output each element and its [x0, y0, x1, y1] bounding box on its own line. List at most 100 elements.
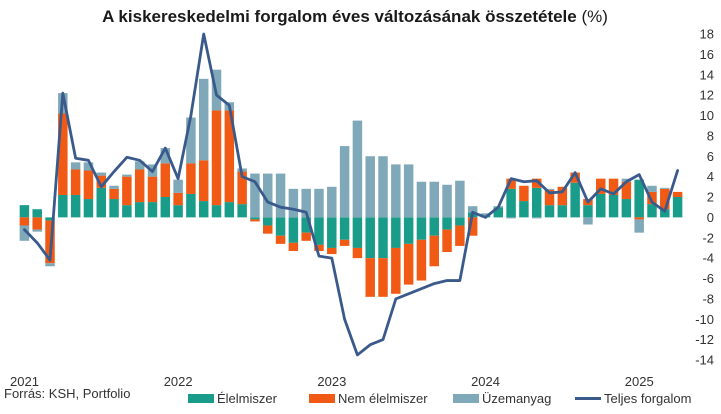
- bar-elelmiszer: [275, 217, 286, 236]
- bar-nem-elelmiszer: [403, 243, 414, 285]
- bar-elelmiszer: [455, 217, 465, 226]
- bar-nem-elelmiszer: [608, 178, 619, 195]
- y-tick-label: 0: [707, 210, 714, 225]
- bar-uzemanyag: [429, 181, 439, 218]
- bar-nem-elelmiszer: [109, 188, 119, 200]
- bar-nem-elelmiszer: [45, 220, 55, 264]
- bar-elelmiszer: [19, 205, 30, 218]
- y-tick-label: -2: [702, 230, 714, 245]
- bar-uzemanyag: [250, 173, 260, 218]
- bar-elelmiszer: [583, 205, 593, 218]
- bar-uzemanyag: [391, 164, 401, 218]
- bar-nem-elelmiszer: [672, 191, 683, 197]
- bar-nem-elelmiszer: [660, 188, 670, 210]
- bar-elelmiszer: [403, 217, 414, 244]
- bar-nem-elelmiszer: [122, 176, 132, 206]
- bar-uzemanyag: [327, 186, 337, 218]
- bar-nem-elelmiszer: [96, 175, 106, 188]
- bar-elelmiszer: [339, 217, 350, 240]
- bar-elelmiszer: [58, 194, 68, 218]
- y-tick-label: 12: [700, 88, 714, 103]
- x-tick-label: 2025: [625, 374, 654, 389]
- bar-nem-elelmiszer: [596, 178, 606, 194]
- line-teljes-forgalom: [23, 32, 679, 357]
- bar-nem-elelmiszer: [352, 247, 363, 259]
- source-label: Forrás: KSH, Portfolio: [4, 386, 130, 401]
- bar-nem-elelmiszer: [327, 247, 337, 255]
- y-tick-label: 18: [700, 27, 714, 42]
- y-tick-label: 2: [707, 190, 714, 205]
- bar-nem-elelmiszer: [275, 235, 286, 244]
- y-tick-label: -4: [702, 251, 714, 266]
- y-tick-label: -10: [695, 312, 714, 327]
- bar-nem-elelmiszer: [32, 217, 42, 230]
- bar-uzemanyag: [442, 184, 452, 218]
- bar-uzemanyag: [339, 146, 350, 218]
- chart-title-text: A kiskereskedelmi forgalom éves változás…: [102, 7, 577, 26]
- bar-elelmiszer: [134, 202, 145, 218]
- bar-elelmiszer: [198, 201, 209, 218]
- bar-elelmiszer: [570, 182, 580, 218]
- bar-elelmiszer: [173, 205, 183, 218]
- bar-elelmiszer: [122, 205, 132, 218]
- legend-swatch: [453, 394, 479, 403]
- bar-elelmiszer: [429, 217, 439, 236]
- bar-nem-elelmiszer: [429, 235, 439, 267]
- y-tick-label: 8: [707, 128, 714, 143]
- x-tick-label: 2021: [10, 374, 39, 389]
- bar-elelmiszer: [224, 202, 235, 218]
- bar-nem-elelmiszer: [339, 239, 350, 246]
- bar-nem-elelmiszer: [83, 170, 94, 200]
- bar-elelmiszer: [263, 217, 273, 226]
- bar-nem-elelmiszer: [365, 258, 375, 297]
- bar-nem-elelmiszer: [442, 229, 452, 253]
- legend-label: Üzemanyag: [482, 391, 551, 406]
- bar-nem-elelmiszer: [173, 192, 183, 206]
- y-tick-label: -14: [695, 353, 714, 368]
- bar-elelmiszer: [160, 197, 171, 218]
- y-tick-label: -6: [702, 271, 714, 286]
- bar-uzemanyag: [263, 173, 273, 218]
- bar-nem-elelmiszer: [570, 172, 580, 183]
- bar-nem-elelmiszer: [391, 247, 401, 294]
- legend-swatch: [309, 394, 335, 403]
- bar-elelmiszer: [83, 199, 94, 218]
- bar-uzemanyag: [403, 164, 414, 218]
- bar-elelmiszer: [96, 187, 106, 218]
- bar-elelmiszer: [531, 187, 542, 218]
- bar-elelmiszer: [544, 205, 555, 218]
- bar-uzemanyag: [109, 185, 119, 189]
- x-tick-label: 2022: [164, 374, 193, 389]
- bar-elelmiszer: [186, 193, 196, 218]
- bar-uzemanyag: [134, 161, 145, 170]
- bar-uzemanyag: [301, 188, 311, 218]
- y-tick-label: 6: [707, 149, 714, 164]
- bar-nem-elelmiszer: [416, 239, 427, 281]
- bar-elelmiszer: [32, 209, 42, 218]
- line-layer: [23, 32, 679, 357]
- bar-nem-elelmiszer: [70, 169, 81, 195]
- y-tick-label: 10: [700, 108, 714, 123]
- bar-uzemanyag: [275, 173, 286, 218]
- bar-nem-elelmiszer: [467, 217, 478, 236]
- bar-elelmiszer: [596, 193, 606, 218]
- bar-elelmiszer: [352, 217, 363, 248]
- bars-layer: [19, 69, 683, 297]
- bar-uzemanyag: [634, 219, 644, 233]
- legend-label: Nem élelmiszer: [338, 391, 428, 406]
- bar-nem-elelmiszer: [621, 181, 632, 200]
- bar-elelmiszer: [378, 217, 388, 259]
- bar-nem-elelmiszer: [314, 244, 324, 251]
- bar-elelmiszer: [634, 179, 644, 218]
- bar-elelmiszer: [608, 194, 619, 218]
- bar-nem-elelmiszer: [19, 217, 30, 226]
- bar-nem-elelmiszer: [544, 189, 555, 206]
- bar-elelmiszer: [647, 204, 657, 218]
- bar-elelmiszer: [391, 217, 401, 248]
- bar-elelmiszer: [45, 217, 55, 221]
- bar-elelmiszer: [314, 217, 324, 245]
- legend-label: Teljes forgalom: [604, 391, 691, 406]
- bar-uzemanyag: [660, 187, 670, 189]
